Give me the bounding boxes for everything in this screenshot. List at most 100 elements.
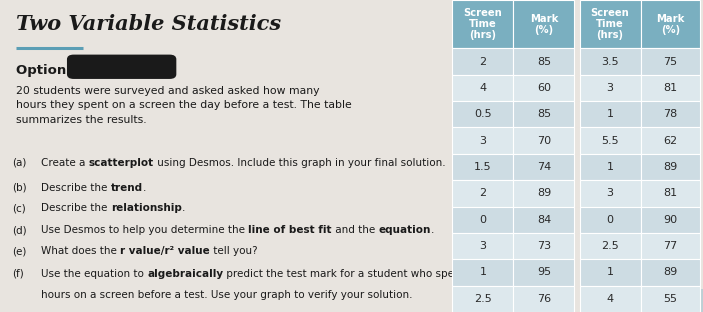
Text: 89: 89 [664, 162, 678, 172]
Text: 5.5: 5.5 [601, 136, 619, 146]
FancyBboxPatch shape [452, 154, 513, 180]
Text: predict the test mark for a student who spends 7: predict the test mark for a student who … [224, 269, 483, 279]
Text: 81: 81 [664, 83, 678, 93]
FancyBboxPatch shape [513, 286, 574, 312]
FancyBboxPatch shape [579, 48, 640, 75]
Text: trend: trend [110, 183, 143, 193]
Text: (c): (c) [13, 203, 26, 213]
Text: 0.5: 0.5 [474, 109, 491, 119]
Text: 62: 62 [664, 136, 678, 146]
Text: 77: 77 [664, 241, 678, 251]
FancyBboxPatch shape [640, 180, 700, 207]
FancyBboxPatch shape [640, 75, 700, 101]
FancyBboxPatch shape [513, 101, 574, 127]
Text: 70: 70 [537, 136, 551, 146]
Text: 3: 3 [479, 241, 486, 251]
Text: 1: 1 [607, 162, 614, 172]
FancyBboxPatch shape [452, 286, 513, 312]
Text: algebraically: algebraically [147, 269, 224, 279]
FancyBboxPatch shape [640, 127, 700, 154]
Text: equation: equation [378, 225, 431, 235]
Text: Describe the: Describe the [41, 203, 110, 213]
Text: (b): (b) [13, 183, 27, 193]
FancyBboxPatch shape [452, 101, 513, 127]
FancyBboxPatch shape [452, 233, 513, 259]
Text: 55: 55 [664, 294, 678, 304]
FancyBboxPatch shape [67, 55, 176, 79]
FancyBboxPatch shape [579, 259, 640, 286]
FancyBboxPatch shape [513, 75, 574, 101]
FancyBboxPatch shape [513, 233, 574, 259]
Text: 1: 1 [607, 267, 614, 277]
FancyBboxPatch shape [640, 233, 700, 259]
Text: 78: 78 [664, 109, 678, 119]
Text: 76: 76 [537, 294, 551, 304]
Text: Create a: Create a [41, 158, 89, 168]
FancyBboxPatch shape [640, 259, 700, 286]
Text: 84: 84 [537, 215, 551, 225]
FancyBboxPatch shape [513, 207, 574, 233]
FancyBboxPatch shape [640, 48, 700, 75]
FancyBboxPatch shape [452, 75, 513, 101]
Text: 2: 2 [479, 188, 486, 198]
Text: 85: 85 [537, 109, 551, 119]
Text: tell you?: tell you? [210, 246, 257, 256]
FancyBboxPatch shape [579, 101, 640, 127]
Text: 95: 95 [537, 267, 551, 277]
Text: 0: 0 [479, 215, 486, 225]
FancyBboxPatch shape [640, 154, 700, 180]
Text: 74: 74 [537, 162, 551, 172]
Text: 4: 4 [479, 83, 486, 93]
FancyBboxPatch shape [513, 154, 574, 180]
Text: 75: 75 [664, 56, 678, 66]
Text: Use Desmos to help you determine the: Use Desmos to help you determine the [41, 225, 248, 235]
FancyBboxPatch shape [588, 289, 703, 312]
Text: 3: 3 [479, 136, 486, 146]
Text: 3: 3 [607, 83, 614, 93]
Text: 0: 0 [607, 215, 614, 225]
FancyBboxPatch shape [513, 48, 574, 75]
Text: 2.5: 2.5 [474, 294, 491, 304]
Text: (e): (e) [13, 246, 27, 256]
Text: 1: 1 [607, 109, 614, 119]
Text: using Desmos. Include this graph in your final solution.: using Desmos. Include this graph in your… [154, 158, 446, 168]
FancyBboxPatch shape [452, 180, 513, 207]
Text: (d): (d) [13, 225, 27, 235]
FancyBboxPatch shape [513, 127, 574, 154]
FancyBboxPatch shape [579, 127, 640, 154]
Text: 89: 89 [664, 267, 678, 277]
Text: .: . [431, 225, 434, 235]
FancyBboxPatch shape [452, 0, 513, 48]
Text: scatterplot: scatterplot [89, 158, 154, 168]
Text: relationship: relationship [110, 203, 181, 213]
Text: .: . [143, 183, 146, 193]
Text: r value/r² value: r value/r² value [120, 246, 210, 256]
Text: Use the equation to: Use the equation to [41, 269, 147, 279]
Text: (a): (a) [13, 158, 27, 168]
Text: Describe the: Describe the [41, 183, 110, 193]
FancyBboxPatch shape [579, 154, 640, 180]
Text: line of best fit: line of best fit [248, 225, 332, 235]
Text: 4: 4 [607, 294, 614, 304]
FancyBboxPatch shape [452, 207, 513, 233]
FancyBboxPatch shape [579, 207, 640, 233]
Text: 1.5: 1.5 [474, 162, 491, 172]
Text: 89: 89 [537, 188, 551, 198]
FancyBboxPatch shape [640, 0, 700, 48]
Text: 2.5: 2.5 [601, 241, 619, 251]
Text: Mark
(%): Mark (%) [530, 14, 558, 35]
FancyBboxPatch shape [452, 127, 513, 154]
Text: 60: 60 [537, 83, 551, 93]
FancyBboxPatch shape [640, 101, 700, 127]
Text: .: . [181, 203, 185, 213]
Text: 85: 85 [537, 56, 551, 66]
FancyBboxPatch shape [579, 233, 640, 259]
Text: 3.5: 3.5 [601, 56, 619, 66]
FancyBboxPatch shape [579, 0, 640, 48]
Text: 3: 3 [607, 188, 614, 198]
Text: 1: 1 [479, 267, 486, 277]
FancyBboxPatch shape [513, 180, 574, 207]
FancyBboxPatch shape [579, 75, 640, 101]
Text: Option 1: Option 1 [15, 64, 79, 77]
Text: 73: 73 [537, 241, 551, 251]
